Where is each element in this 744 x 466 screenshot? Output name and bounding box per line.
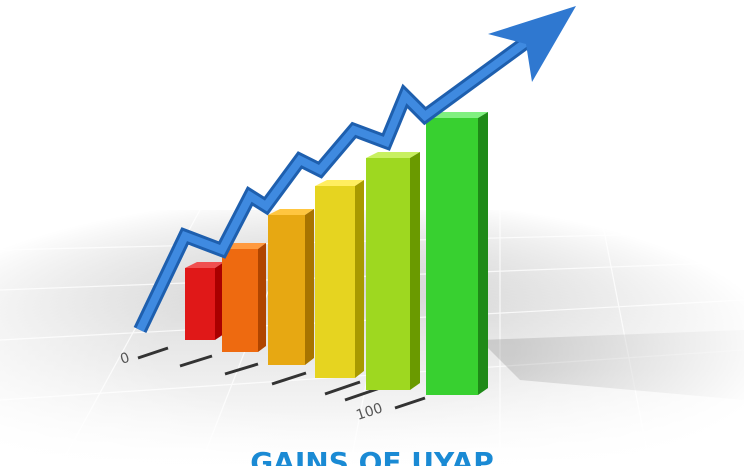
arrow-head — [488, 6, 576, 82]
arrow-highlight — [136, 28, 543, 332]
floor-label: 100 — [354, 400, 384, 423]
bars — [185, 112, 488, 395]
floor-ticks — [137, 346, 426, 410]
caption: GAINS OF UYAP — [250, 446, 494, 466]
